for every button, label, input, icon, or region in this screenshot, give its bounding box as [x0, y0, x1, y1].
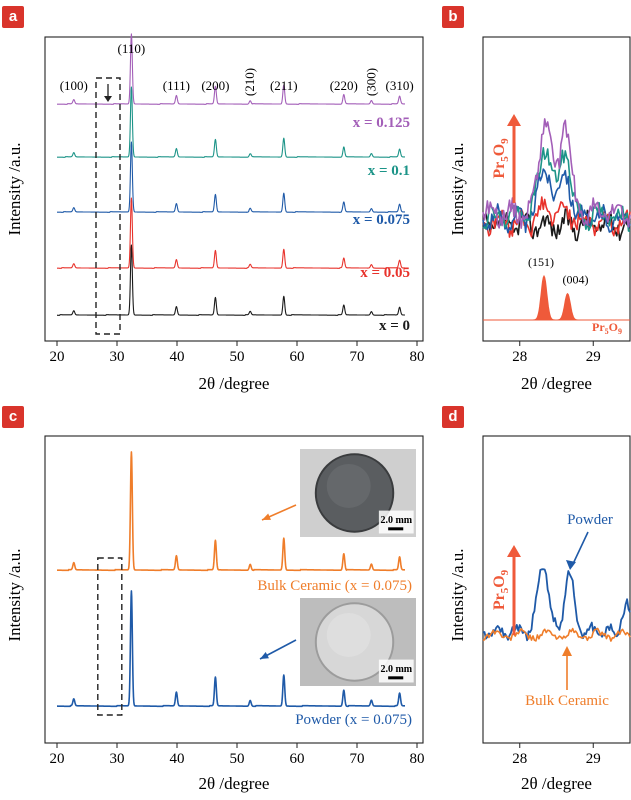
panel-c-inset-photo-0: 2.0 mm: [300, 449, 416, 537]
panel-a-hkl-label: (300): [363, 68, 378, 96]
panel-d-annotation: Pr5O9: [491, 569, 511, 610]
panel-d-bulk-pointer-head: [562, 646, 572, 656]
panel-a-series-label-3: x = 0.1: [368, 163, 410, 179]
panel-d-series-1: [482, 627, 631, 642]
panel-a-hkl-label: (111): [163, 78, 190, 93]
panel-a-xtick-label: 70: [350, 349, 365, 365]
panel-a-xtick-label: 60: [290, 349, 305, 365]
panel-b-xlabel: 2θ /degree: [521, 374, 592, 393]
panel-c-bulk-pointer-head: [262, 513, 271, 520]
panel-a-hkl-label: (110): [118, 41, 146, 56]
panel-a-xlabel: 2θ /degree: [199, 374, 270, 393]
panel-d-powder-pointer: [571, 531, 589, 567]
panel-c-xtick-label: 80: [410, 751, 425, 767]
panel-c-ylabel: Intensity /a.u.: [5, 548, 24, 641]
panel-c-inset-sheen: [326, 612, 371, 657]
panel-d-arrow-head: [507, 545, 521, 557]
panel-c-xlabel: 2θ /degree: [199, 774, 270, 793]
panel-c-frame: [44, 435, 424, 744]
panel-a-hkl-label: (200): [201, 78, 229, 93]
panel-a-hkl-label: (210): [242, 68, 257, 96]
panel-a-series-label-4: x = 0.125: [353, 115, 410, 131]
panel-a-hkl-label: (211): [270, 78, 298, 93]
panel-c-inset-sheen: [326, 463, 371, 508]
panel-d-series-label-1: Bulk Ceramic: [525, 693, 609, 709]
panel-a-highlight-box: [95, 77, 121, 335]
panel-b-frame: [482, 36, 631, 342]
panel-c-xtick-label: 70: [350, 751, 365, 767]
panel-a-hkl-label: (220): [330, 78, 358, 93]
panel-d-series-0: [482, 568, 631, 642]
panel-a-xtick-label: 50: [230, 349, 245, 365]
panel-c-powder-pointer-head: [260, 652, 269, 659]
panel-b-ref-peak-label-1: (004): [563, 273, 589, 287]
panel-a-series-2: [56, 141, 406, 213]
panel-b-ref-peak-label-0: (151): [528, 255, 554, 269]
panel-c-inset-scale-bg: [378, 510, 414, 534]
panel-d-xtick-label: 29: [586, 751, 601, 767]
panel-b-reference-pattern: [483, 274, 630, 321]
panel-c-inset-scale-bar: [388, 676, 404, 680]
panel-a-box-arrow-head: [104, 96, 112, 102]
panel-a-series-label-0: x = 0: [379, 318, 410, 334]
panel-c-series-label-1: Powder (x = 0.075): [295, 712, 412, 728]
panel-a-ylabel: Intensity /a.u.: [5, 142, 24, 235]
panel-a-series-1: [56, 197, 406, 269]
panel-c-inset-scale-bg: [378, 659, 414, 683]
panel-a-xtick-label: 20: [50, 349, 65, 365]
panel-a-series-4: [56, 33, 406, 105]
panel-label-b: b: [442, 6, 464, 28]
panel-c-highlight-box: [97, 557, 123, 716]
panel-d-powder-pointer-head: [566, 560, 576, 570]
panel-d-frame: [482, 435, 631, 744]
panel-a-hkl-label: (100): [60, 78, 88, 93]
panel-c-inset-scale-label: 2.0 mm: [380, 515, 412, 526]
panel-b-ylabel: Intensity /a.u.: [448, 142, 467, 235]
panel-c-inset-scale-bar: [388, 527, 404, 531]
panel-c-inset-scale-label: 2.0 mm: [380, 664, 412, 675]
panel-c-xtick-label: 20: [50, 751, 65, 767]
panel-a-xtick-label: 80: [410, 349, 425, 365]
panel-a-series-label-1: x = 0.05: [360, 265, 410, 281]
panel-b-reference-name: Pr5O9: [592, 320, 622, 336]
panel-c-xtick-label: 30: [110, 751, 125, 767]
panel-label-c: c: [2, 406, 24, 428]
panel-a-hkl-label: (310): [386, 78, 414, 93]
panel-d-xlabel: 2θ /degree: [521, 774, 592, 793]
panel-a-series-3: [56, 86, 406, 158]
panel-c-inset-photo-1: 2.0 mm: [300, 598, 416, 686]
panel-a-series-0: [56, 244, 406, 316]
panel-a-frame: [44, 36, 424, 342]
panel-c-series-label-0: Bulk Ceramic (x = 0.075): [257, 578, 412, 594]
panel-c-xtick-label: 40: [170, 751, 185, 767]
panel-d-ylabel: Intensity /a.u.: [448, 548, 467, 641]
panel-label-d: d: [442, 406, 464, 428]
panel-label-a: a: [2, 6, 24, 28]
panel-d-series-label-0: Powder: [567, 512, 613, 528]
panel-b-xtick-label: 28: [512, 349, 527, 365]
panel-b-xtick-label: 29: [586, 349, 601, 365]
panel-b-series-4: [482, 118, 631, 229]
panel-c-xtick-label: 50: [230, 751, 245, 767]
panel-d-xtick-label: 28: [512, 751, 527, 767]
panel-c-series-0: [56, 451, 406, 572]
panel-b-arrow-head: [507, 114, 521, 126]
panel-b-annotation: Pr5O9: [491, 138, 511, 179]
panel-c-series-1: [56, 590, 406, 708]
panel-a-xtick-label: 40: [170, 349, 185, 365]
panel-a-xtick-label: 30: [110, 349, 125, 365]
panel-c-xtick-label: 60: [290, 751, 305, 767]
panel-a-series-label-2: x = 0.075: [353, 212, 410, 228]
